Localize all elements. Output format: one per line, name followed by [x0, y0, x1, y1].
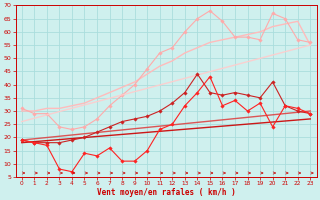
X-axis label: Vent moyen/en rafales ( km/h ): Vent moyen/en rafales ( km/h ): [97, 188, 236, 197]
